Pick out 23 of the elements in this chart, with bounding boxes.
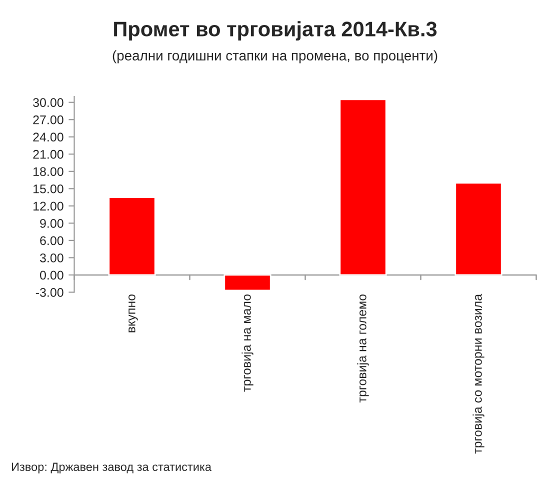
- x-tick-label: вкупно: [128, 294, 138, 332]
- y-tick-label: 0.00: [40, 270, 64, 280]
- bar: [108, 196, 156, 276]
- bar: [339, 98, 387, 276]
- y-tick-label: 9.00: [40, 218, 64, 228]
- y-tick-label: 3.00: [40, 253, 64, 262]
- bar: [224, 274, 272, 292]
- text: Извор: Државен завод за статистика: [12, 462, 212, 474]
- y-tick-label: -3.00: [36, 288, 64, 297]
- y-tick-label: 27.00: [33, 115, 64, 124]
- x-tick-label: трговија на мало: [242, 294, 254, 392]
- chart-subtitle: (реални годишни стапки на промена, во проценти): [112, 50, 438, 64]
- y-tick-label: 6.00: [40, 236, 64, 246]
- y-tick-label: 21.00: [33, 150, 64, 159]
- x-tick-label: трговија со моторни возила: [472, 294, 484, 454]
- y-tick-label: 18.00: [34, 167, 64, 176]
- chart-title: Промет во трговијата 2014-Кв.3: [114, 21, 437, 41]
- y-tick-label: 15.00: [34, 184, 64, 194]
- bar: [454, 182, 502, 276]
- y-tick-label: 12.00: [34, 202, 64, 211]
- y-tick-label: 30.00: [33, 98, 64, 108]
- x-tick-label: трговија на големо: [357, 294, 369, 403]
- y-tick-label: 24.00: [33, 132, 64, 142]
